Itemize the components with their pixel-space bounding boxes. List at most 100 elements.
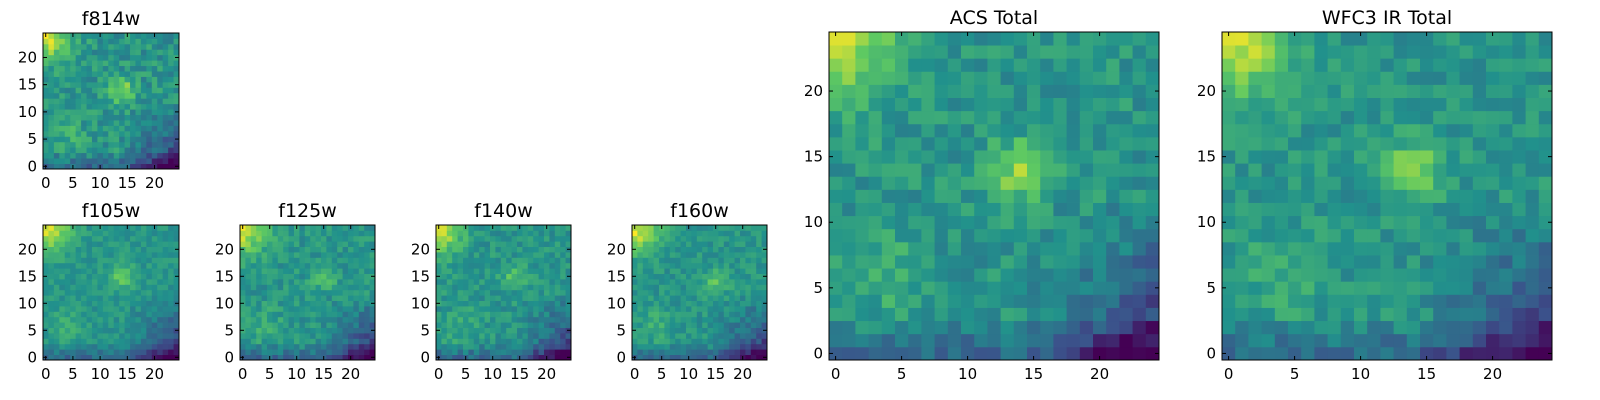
heatmap-cell xyxy=(1000,97,1015,112)
heatmap-cell xyxy=(1301,333,1315,348)
heatmap-cell xyxy=(48,289,55,296)
heatmap-cell xyxy=(124,81,131,88)
heatmap-cell xyxy=(490,268,496,274)
heatmap-cell xyxy=(1235,215,1249,230)
heatmap-cell xyxy=(441,279,448,285)
heatmap-cell xyxy=(908,307,922,322)
heatmap-cell xyxy=(146,81,153,88)
heatmap-cell xyxy=(135,268,142,274)
heatmap-cell xyxy=(1512,176,1526,190)
heatmap-cell xyxy=(119,81,125,88)
heatmap-cell xyxy=(1248,110,1262,125)
heatmap-cell xyxy=(294,338,300,345)
heatmap-cell xyxy=(750,333,757,339)
heatmap-cell xyxy=(1420,97,1434,112)
y-tick-label: 20 xyxy=(411,240,430,258)
heatmap-cell xyxy=(664,262,671,269)
heatmap-cell xyxy=(1106,163,1120,177)
heatmap-cell xyxy=(369,316,376,323)
heatmap-cell xyxy=(560,241,566,247)
heatmap-cell xyxy=(554,284,561,291)
heatmap-cell xyxy=(1525,84,1540,98)
heatmap-cell xyxy=(452,333,458,339)
heatmap-cell xyxy=(321,338,327,345)
heatmap-cell xyxy=(140,81,147,88)
heatmap-cell xyxy=(974,45,988,59)
heatmap-cell xyxy=(91,225,98,231)
heatmap-cell xyxy=(256,284,262,291)
heatmap-cell xyxy=(538,262,545,269)
heatmap-cell xyxy=(1145,241,1160,256)
heatmap-cell xyxy=(842,71,856,85)
heatmap-cell xyxy=(961,150,975,164)
heatmap-cell xyxy=(353,252,360,258)
heatmap-cell xyxy=(1132,84,1147,98)
heatmap-cell xyxy=(669,284,676,291)
heatmap-cell xyxy=(1274,163,1289,177)
heatmap-cell xyxy=(75,322,82,328)
heatmap-cell xyxy=(484,289,491,296)
heatmap-cell xyxy=(86,246,93,253)
heatmap-cell xyxy=(1053,281,1067,295)
heatmap-cell xyxy=(686,235,692,242)
heatmap-cell xyxy=(934,150,949,164)
heatmap-cell xyxy=(1301,84,1315,98)
heatmap-cell xyxy=(53,76,60,83)
heatmap-cell xyxy=(250,349,257,355)
heatmap-cell xyxy=(294,246,300,253)
heatmap-cell xyxy=(162,289,169,296)
heatmap-cell xyxy=(240,306,246,312)
heatmap-cell xyxy=(1132,176,1147,190)
heatmap-cell xyxy=(43,257,49,264)
heatmap-cell xyxy=(659,295,665,301)
heatmap-cell xyxy=(947,123,962,138)
heatmap-cell xyxy=(500,273,507,280)
heatmap-cell xyxy=(1538,189,1553,203)
heatmap-cell xyxy=(59,262,66,269)
heatmap-cell xyxy=(59,120,66,126)
heatmap-cell xyxy=(369,252,376,258)
heatmap-cell xyxy=(48,343,55,350)
heatmap-cell xyxy=(947,97,962,112)
heatmap-cell xyxy=(272,300,279,307)
heatmap-cell xyxy=(151,316,158,323)
heatmap-cell xyxy=(272,252,279,258)
heatmap-cell xyxy=(331,230,338,237)
heatmap-cell xyxy=(1027,346,1041,361)
heatmap-cell xyxy=(691,235,698,242)
y-tick-label: 0 xyxy=(420,348,430,366)
heatmap-cell xyxy=(1538,84,1553,98)
heatmap-cell xyxy=(473,257,480,264)
heatmap-cell xyxy=(119,109,125,115)
heatmap-cell xyxy=(457,333,464,339)
heatmap-cell xyxy=(283,338,289,345)
heatmap-cell xyxy=(642,349,649,355)
heatmap-cell xyxy=(855,97,869,112)
heatmap-cell xyxy=(304,230,311,237)
heatmap-cell xyxy=(554,289,561,296)
heatmap-cell xyxy=(342,295,349,301)
heatmap-cell xyxy=(135,54,142,61)
heatmap-cell xyxy=(348,316,354,323)
heatmap-cell xyxy=(1066,228,1081,243)
heatmap-cell xyxy=(130,147,136,154)
heatmap-cell xyxy=(1119,58,1133,72)
heatmap-cell xyxy=(554,235,561,242)
heatmap-cell xyxy=(1538,45,1553,59)
heatmap-cell xyxy=(987,268,1001,282)
heatmap-cell xyxy=(162,322,169,328)
heatmap-cell xyxy=(310,300,316,307)
heatmap-cell xyxy=(369,284,376,291)
heatmap-cell xyxy=(48,235,55,242)
heatmap-cell xyxy=(358,316,365,323)
heatmap-cell xyxy=(157,60,164,67)
heatmap-cell xyxy=(1013,58,1028,72)
heatmap-cell xyxy=(484,235,491,242)
heatmap-cell xyxy=(921,97,935,112)
x-tick-label: 15 xyxy=(118,174,137,192)
heatmap-cell xyxy=(97,311,104,318)
heatmap-cell xyxy=(1327,281,1342,295)
heatmap-cell xyxy=(48,60,55,67)
y-tick-label: 15 xyxy=(18,267,37,285)
heatmap-cell xyxy=(745,230,752,237)
